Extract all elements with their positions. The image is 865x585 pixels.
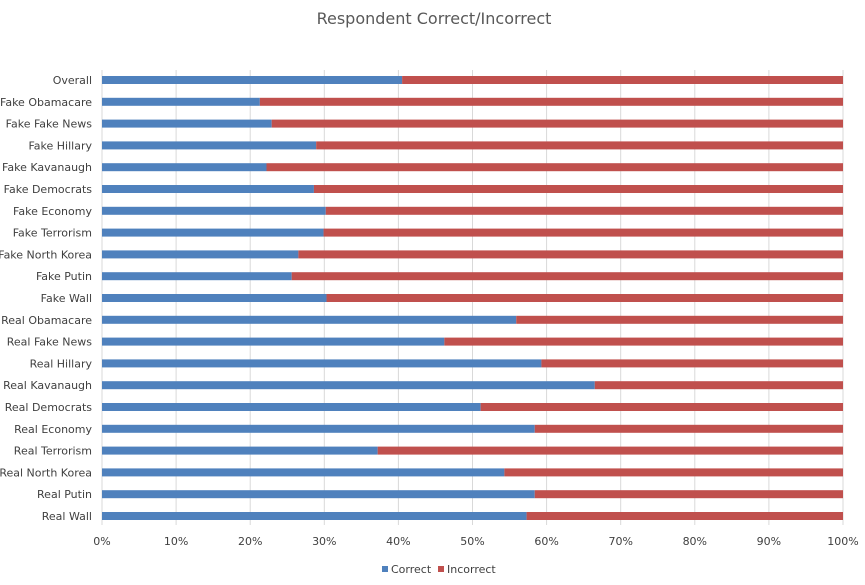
bar-incorrect — [444, 337, 843, 346]
bar-incorrect — [313, 185, 843, 193]
bar-correct — [102, 228, 324, 237]
bar-correct — [102, 163, 267, 172]
category-label: Real North Korea — [0, 466, 92, 479]
bar-incorrect — [534, 424, 843, 433]
x-tick-label: 80% — [683, 535, 707, 548]
bar-correct — [102, 381, 595, 390]
x-tick-label: 0% — [93, 535, 110, 548]
x-tick-label: 40% — [386, 535, 410, 548]
category-label: Fake Hillary — [28, 139, 92, 152]
x-tick-label: 50% — [460, 535, 484, 548]
category-label: Fake Obamacare — [0, 96, 92, 109]
bar-correct — [102, 272, 292, 281]
x-tick-label: 90% — [757, 535, 781, 548]
bar-incorrect — [325, 206, 844, 215]
bar-incorrect — [259, 97, 843, 106]
bar-correct — [102, 468, 505, 477]
bar-correct — [102, 337, 445, 346]
legend-label: Correct — [391, 563, 432, 576]
bar-incorrect — [541, 359, 843, 368]
category-label: Fake Fake News — [6, 118, 93, 131]
bar-incorrect — [326, 294, 843, 302]
x-tick-label: 20% — [238, 535, 262, 548]
x-tick-label: 70% — [608, 535, 632, 548]
x-tick-label: 30% — [312, 535, 336, 548]
x-tick-label: 10% — [164, 535, 188, 548]
bar-incorrect — [298, 250, 843, 259]
bar-correct — [102, 206, 326, 215]
bar-incorrect — [516, 315, 843, 324]
bar-incorrect — [271, 119, 844, 128]
legend: Correct Incorrect — [382, 563, 496, 576]
category-label: Real Terrorism — [14, 445, 92, 458]
bar-correct — [102, 512, 527, 520]
category-label: Real Putin — [37, 488, 92, 501]
category-label: Overall — [53, 74, 92, 87]
category-label: Fake Democrats — [4, 183, 93, 196]
bar-incorrect — [316, 141, 843, 150]
category-label: Real Obamacare — [1, 314, 92, 327]
bar-correct — [102, 446, 378, 455]
bar-incorrect — [504, 468, 843, 477]
bars — [102, 76, 844, 520]
bar-incorrect — [377, 446, 843, 455]
x-tick-label: 100% — [827, 535, 858, 548]
bar-correct — [102, 76, 403, 84]
category-label: Fake Economy — [13, 205, 92, 218]
bar-correct — [102, 359, 542, 368]
bar-correct — [102, 490, 535, 499]
bar-correct — [102, 185, 314, 193]
category-label: Fake Kavanaugh — [2, 161, 92, 174]
bar-incorrect — [594, 381, 843, 390]
bar-correct — [102, 403, 481, 411]
bar-correct — [102, 119, 272, 128]
bar-incorrect — [291, 272, 843, 281]
category-label: Fake Putin — [36, 270, 92, 283]
bar-incorrect — [534, 490, 843, 499]
bar-incorrect — [480, 403, 843, 411]
category-labels: Overall Fake Obamacare Fake Fake News Fake … — [0, 74, 92, 523]
chart-title: Respondent Correct/Incorrect — [317, 9, 552, 28]
category-label: Fake North Korea — [0, 248, 92, 261]
bar-correct — [102, 294, 327, 302]
category-label: Real Economy — [14, 423, 92, 436]
bar-correct — [102, 315, 517, 324]
category-label: Fake Wall — [41, 292, 92, 305]
category-label: Real Fake News — [7, 336, 93, 349]
bar-correct — [102, 250, 299, 259]
category-label: Real Hillary — [30, 357, 93, 370]
bar-incorrect — [266, 163, 843, 172]
category-label: Real Wall — [42, 510, 92, 523]
legend-swatch — [382, 566, 388, 572]
category-label: Fake Terrorism — [13, 227, 92, 240]
category-label: Real Kavanaugh — [3, 379, 92, 392]
legend-swatch — [438, 566, 444, 572]
bar-correct — [102, 141, 317, 150]
bar-correct — [102, 97, 260, 106]
bar-incorrect — [402, 76, 843, 84]
bar-incorrect — [323, 228, 844, 237]
bar-correct — [102, 424, 535, 433]
category-label: Real Democrats — [5, 401, 93, 414]
bar-incorrect — [526, 512, 843, 520]
legend-label: Incorrect — [447, 563, 496, 576]
x-axis-tick-labels: 0% 10% 20% 30% 40% 50% 60% 70% 80% 90% 100% — [93, 535, 858, 548]
x-tick-label: 60% — [534, 535, 558, 548]
